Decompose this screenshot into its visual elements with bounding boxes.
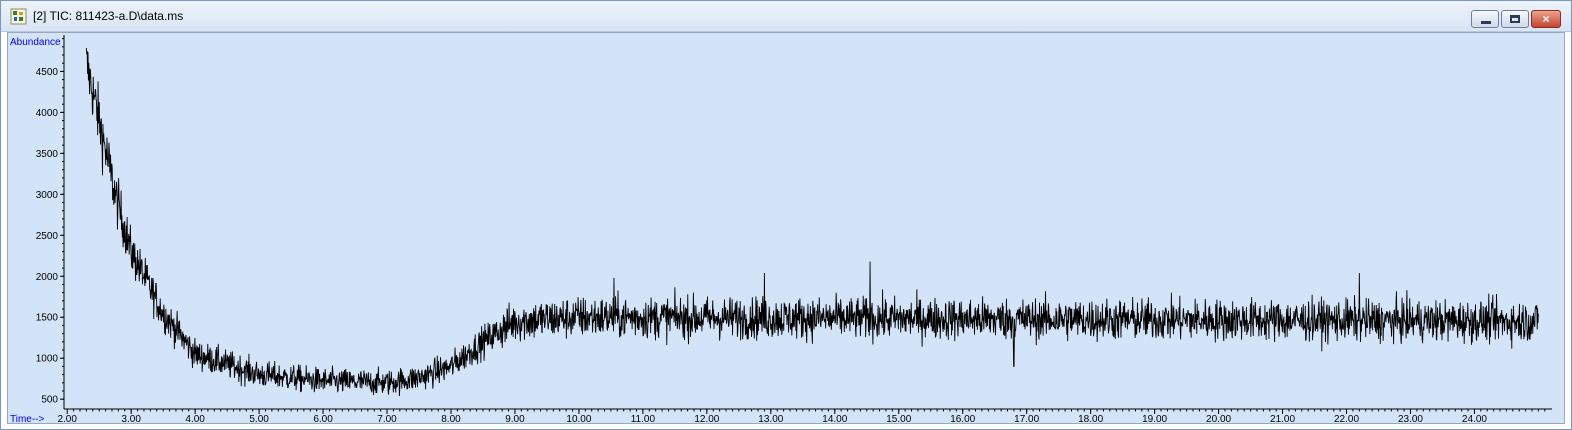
x-tick-label: 16.00 [950,414,975,423]
window-title: [2] TIC: 811423-a.D\data.ms [33,9,184,23]
x-tick-label: 21.00 [1270,414,1295,423]
y-tick-label: 4500 [36,67,59,78]
x-tick-label: 12.00 [694,414,719,423]
x-tick-label: 14.00 [822,414,847,423]
y-tick-label: 1500 [36,313,59,324]
y-axis-title: Abundance [10,37,61,48]
x-tick-label: 24.00 [1462,414,1487,423]
y-tick-label: 2500 [36,231,59,242]
x-tick-label: 8.00 [441,414,461,423]
minimize-button[interactable] [1471,10,1499,28]
tic-chromatogram-chart: 500 1000 1500 2000 2500 3000 3500 4000 4500 2.00 3… [10,35,1552,423]
plot-area[interactable]: 500 1000 1500 2000 2500 3000 3500 4000 4500 2.00 3… [7,32,1565,424]
y-tick-label: 500 [41,395,58,406]
x-tick-label: 22.00 [1334,414,1359,423]
x-tick-label: 15.00 [886,414,911,423]
tic-trace-line [85,48,1539,396]
x-tick-label: 23.00 [1398,414,1423,423]
restore-button[interactable] [1501,10,1529,28]
close-button[interactable]: × [1531,10,1561,28]
y-tick-label: 1000 [36,354,59,365]
x-tick-label: 20.00 [1206,414,1231,423]
x-tick-label: 17.00 [1014,414,1039,423]
x-tick-label: 19.00 [1142,414,1167,423]
x-tick-label: 5.00 [249,414,269,423]
y-tick-label: 4000 [36,108,59,119]
title-bar[interactable]: [2] TIC: 811423-a.D\data.ms × [1,1,1571,32]
x-tick-label: 11.00 [631,414,656,423]
minimize-icon [1481,21,1491,24]
x-tick-label: 9.00 [505,414,525,423]
x-tick-label: 6.00 [313,414,333,423]
restore-icon [1510,15,1520,23]
y-tick-label: 3000 [36,190,59,201]
x-tick-label: 18.00 [1078,414,1103,423]
x-tick-label: 3.00 [121,414,141,423]
x-tick-label: 7.00 [377,414,397,423]
x-axis-title: Time--> [10,414,45,423]
close-icon: × [1542,12,1550,26]
x-tick-label: 10.00 [566,414,591,423]
y-tick-label: 3500 [36,149,59,160]
chromatogram-app-icon [10,8,27,25]
x-tick-label: 4.00 [185,414,205,423]
x-tick-label: 13.00 [758,414,783,423]
x-tick-label: 2.00 [57,414,77,423]
y-tick-label: 2000 [36,272,59,283]
